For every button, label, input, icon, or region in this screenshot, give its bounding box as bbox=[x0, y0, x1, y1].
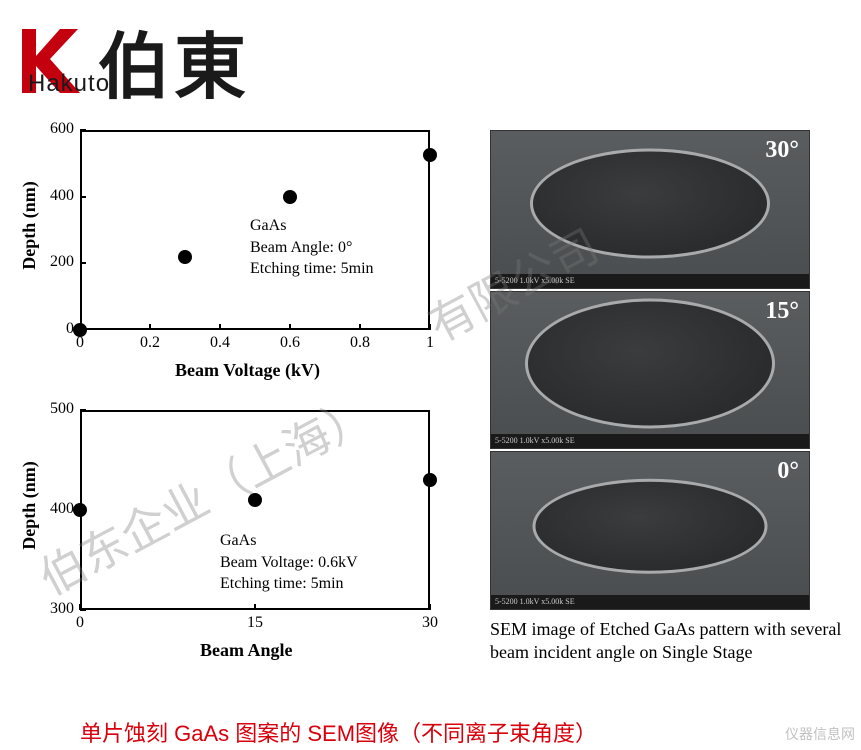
chart2-anno-line3: Etching time: 5min bbox=[220, 573, 358, 595]
brand-name-en: Hakuto bbox=[28, 70, 110, 98]
ytick-label: 200 bbox=[34, 253, 74, 271]
data-point bbox=[178, 250, 192, 264]
sem-image-15deg: 15° 5-5200 1.0kV x5.00k SE bbox=[490, 291, 810, 450]
sem-info-bar: 5-5200 1.0kV x5.00k SE bbox=[491, 434, 809, 448]
chart2-anno-line2: Beam Voltage: 0.6kV bbox=[220, 552, 358, 574]
sem-caption: SEM image of Etched GaAs pattern with se… bbox=[490, 618, 850, 665]
sem-disc-icon bbox=[525, 299, 775, 429]
sem-angle-label: 30° bbox=[765, 137, 799, 164]
xtick-label: 1 bbox=[410, 334, 450, 352]
ytick-label: 600 bbox=[34, 120, 74, 138]
sem-image-panel: 30° 5-5200 1.0kV x5.00k SE 15° 5-5200 1.… bbox=[490, 130, 810, 610]
xtick-label: 0.8 bbox=[340, 334, 380, 352]
xtick-label: 0.6 bbox=[270, 334, 310, 352]
xtick-label: 0.2 bbox=[130, 334, 170, 352]
data-point bbox=[73, 503, 87, 517]
xtick-label: 0 bbox=[60, 614, 100, 632]
figure-caption-cn: 单片蚀刻 GaAs 图案的 SEM图像（不同离子束角度） bbox=[80, 716, 597, 748]
data-point bbox=[248, 493, 262, 507]
watermark-footer: 仪器信息网 bbox=[785, 724, 855, 744]
chart2-annotation: GaAs Beam Voltage: 0.6kV Etching time: 5… bbox=[220, 530, 358, 595]
data-point bbox=[423, 473, 437, 487]
xtick-label: 30 bbox=[410, 614, 450, 632]
data-point bbox=[423, 148, 437, 162]
ytick-label: 500 bbox=[34, 400, 74, 418]
xtick-label: 0.4 bbox=[200, 334, 240, 352]
chart1-anno-line2: Beam Angle: 0° bbox=[250, 237, 374, 259]
sem-image-30deg: 30° 5-5200 1.0kV x5.00k SE bbox=[490, 130, 810, 289]
sem-angle-label: 15° bbox=[765, 298, 799, 325]
xtick-label: 15 bbox=[235, 614, 275, 632]
chart2-xlabel: Beam Angle bbox=[200, 640, 293, 661]
sem-info-bar: 5-5200 1.0kV x5.00k SE bbox=[491, 595, 809, 609]
sem-image-0deg: 0° 5-5200 1.0kV x5.00k SE bbox=[490, 451, 810, 610]
data-point bbox=[283, 190, 297, 204]
chart1-xlabel: Beam Voltage (kV) bbox=[175, 360, 320, 381]
sem-disc-icon bbox=[533, 478, 768, 573]
brand-name-cn: 伯東 bbox=[98, 8, 250, 113]
sem-info-bar: 5-5200 1.0kV x5.00k SE bbox=[491, 274, 809, 288]
sem-disc-icon bbox=[530, 149, 770, 259]
chart2-anno-line1: GaAs bbox=[220, 530, 358, 552]
chart1-annotation: GaAs Beam Angle: 0° Etching time: 5min bbox=[250, 215, 374, 280]
ytick-label: 400 bbox=[34, 500, 74, 518]
chart1-anno-line3: Etching time: 5min bbox=[250, 258, 374, 280]
chart1-anno-line1: GaAs bbox=[250, 215, 374, 237]
sem-angle-label: 0° bbox=[777, 458, 799, 485]
ytick-label: 400 bbox=[34, 187, 74, 205]
data-point bbox=[73, 323, 87, 337]
